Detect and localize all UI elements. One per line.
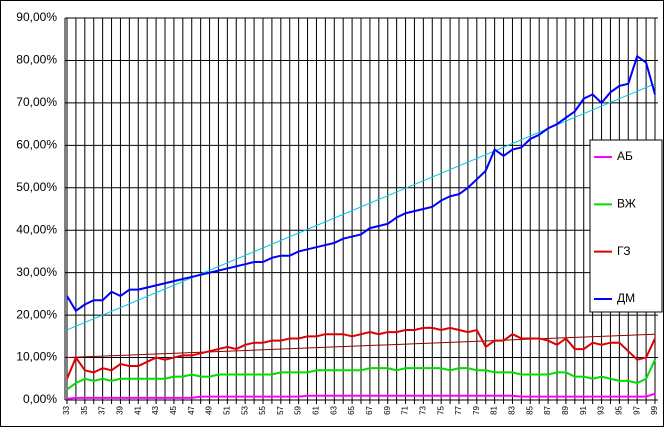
x-tick-label: 63 [329,405,338,414]
y-tick-label: 0,00% [23,392,57,406]
x-tick-label: 85 [525,405,534,414]
x-tick-label: 35 [80,405,89,414]
x-tick-label: 89 [561,405,570,414]
x-tick-label: 47 [187,405,196,414]
y-tick-label: 80,00% [16,53,57,67]
y-tick-label: 70,00% [16,95,57,109]
legend-label: ГЗ [617,244,630,258]
legend-label: ВЖ [617,197,636,211]
x-tick-label: 41 [133,405,142,414]
y-tick-label: 60,00% [16,138,57,152]
legend [589,139,663,313]
x-tick-label: 87 [543,405,552,414]
series-line [66,392,656,400]
y-tick-label: 10,00% [16,350,57,364]
x-tick-label: 77 [454,405,463,414]
y-tick-label: 50,00% [16,180,57,194]
x-tick-label: 93 [597,405,606,414]
x-tick-label: 83 [508,405,517,414]
x-tick-label: 95 [614,405,623,414]
y-tick-label: 40,00% [16,222,57,236]
legend-label: АБ [617,149,633,163]
x-tick-label: 71 [401,405,410,414]
x-tick-label: 75 [436,405,445,414]
x-tick-label: 49 [205,405,214,414]
x-tick-label: 39 [116,405,125,414]
x-tick-label: 43 [151,405,160,414]
legend-label: ДМ [617,291,635,305]
y-tick-label: 20,00% [16,307,57,321]
x-tick-label: 57 [276,405,285,414]
x-tick-label: 99 [650,405,659,414]
y-tick-label: 90,00% [16,10,57,24]
trend-line [66,333,656,359]
x-tick-label: 55 [258,405,267,414]
x-tick-label: 81 [490,405,499,414]
x-tick-label: 59 [294,405,303,414]
x-tick-label: 67 [365,405,374,414]
x-tick-label: 65 [347,405,356,414]
series-line [66,326,656,380]
x-tick-label: 37 [98,405,107,414]
x-tick-label: 69 [383,405,392,414]
x-tick-label: 45 [169,405,178,414]
x-tick-label: 53 [240,405,249,414]
series-line [66,54,656,313]
x-tick-label: 51 [222,405,231,414]
x-tick-label: 61 [312,405,321,414]
x-tick-label: 73 [418,405,427,414]
x-tick-label: 79 [472,405,481,414]
y-tick-label: 30,00% [16,265,57,279]
x-tick-label: 33 [62,405,71,414]
series-line [66,359,656,391]
x-tick-label: 97 [632,405,641,414]
x-tick-label: 91 [579,405,588,414]
